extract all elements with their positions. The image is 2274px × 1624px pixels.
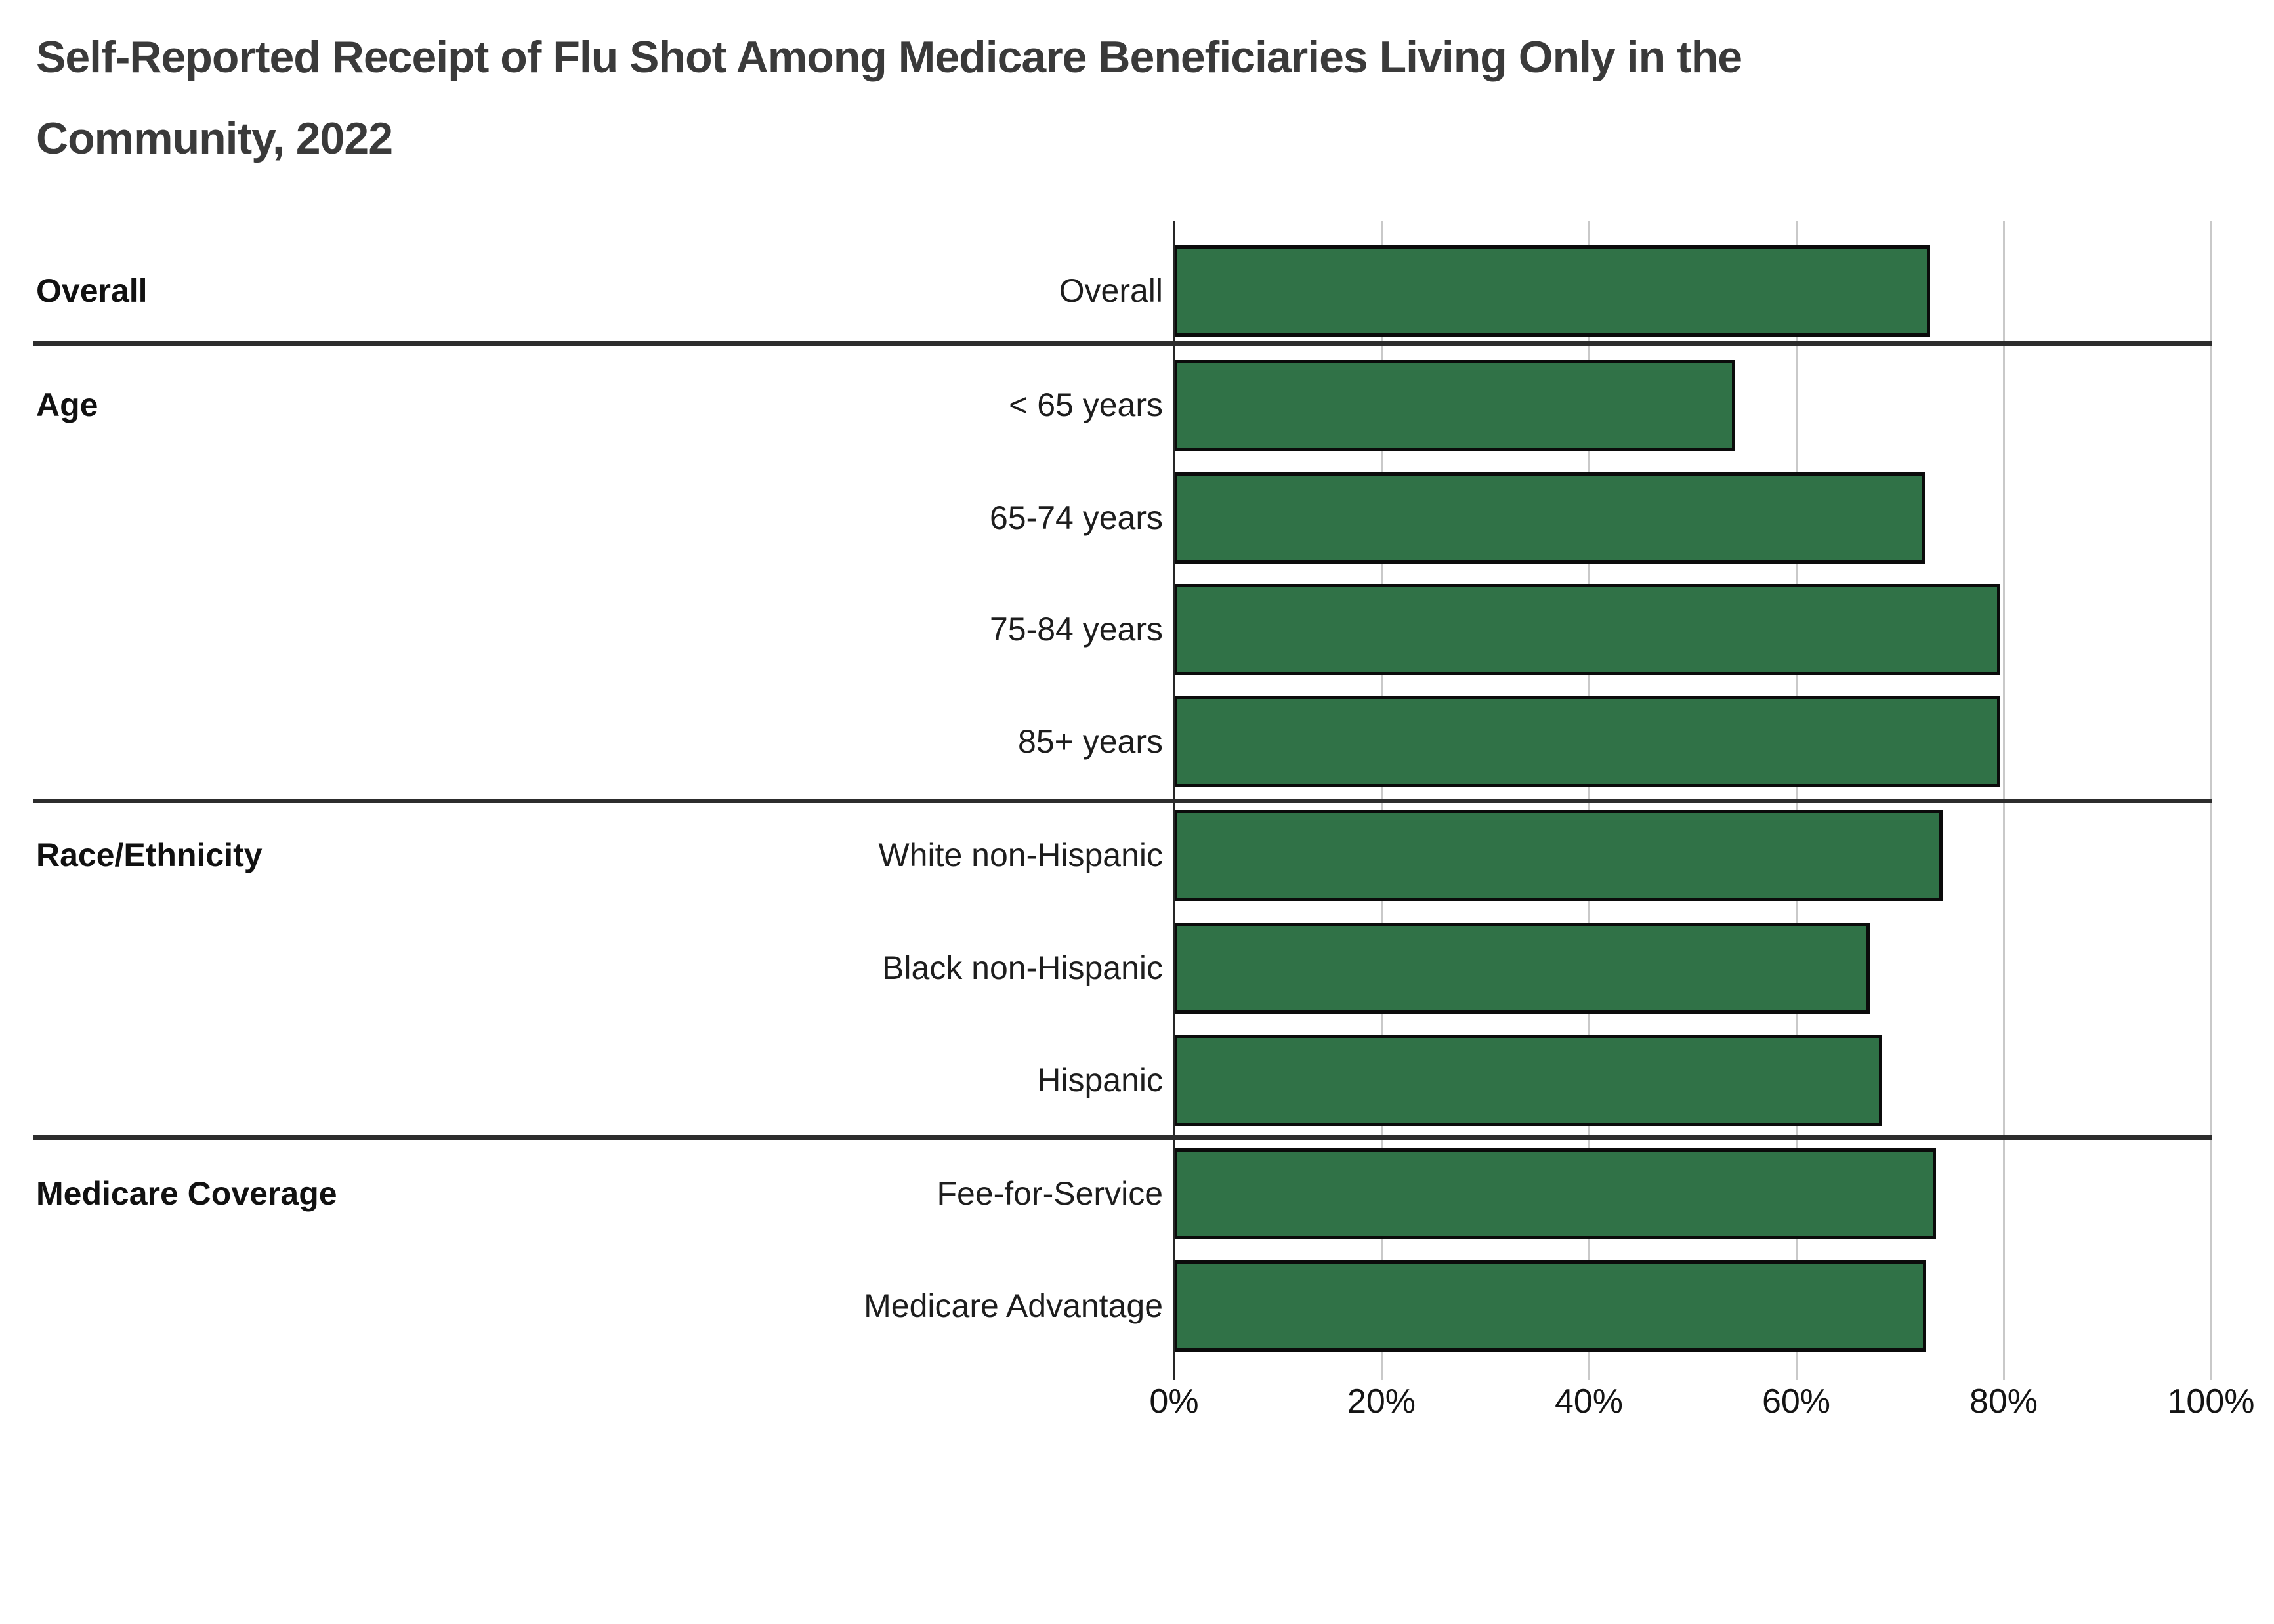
row-label: White non-Hispanic: [878, 837, 1163, 873]
row-label: 75-84 years: [989, 611, 1163, 648]
chart-title-line-1: Self-Reported Receipt of Flu Shot Among …: [36, 32, 1742, 82]
row-label: < 65 years: [1009, 386, 1163, 423]
row-label: 65-74 years: [989, 499, 1163, 536]
bar-85-years: [1174, 696, 2001, 787]
bar-black-non-hispanic: [1174, 922, 1870, 1014]
x-tick-label: 100%: [2167, 1383, 2255, 1421]
section-divider: [33, 798, 2212, 803]
x-tick-label: 0%: [1149, 1383, 1199, 1421]
chart-title-line-2: Community, 2022: [36, 114, 393, 163]
row-label: Overall: [1059, 272, 1163, 309]
section-label-race-ethnicity: Race/Ethnicity: [36, 837, 263, 873]
section-label-age: Age: [36, 386, 98, 423]
x-tick-label: 20%: [1347, 1383, 1416, 1421]
bar-75-84-years: [1174, 583, 2001, 675]
bar-fee-for-service: [1174, 1148, 1937, 1239]
row-label: Medicare Advantage: [864, 1287, 1163, 1324]
bar-hispanic: [1174, 1034, 1883, 1126]
row-label: Fee-for-Service: [937, 1175, 1163, 1212]
x-tick-label: 80%: [1969, 1383, 2038, 1421]
section-divider: [33, 341, 2212, 346]
x-tick-label: 60%: [1761, 1383, 1831, 1421]
x-tick-label: 40%: [1554, 1383, 1624, 1421]
row-label: Hispanic: [1037, 1062, 1163, 1098]
bar-65-74-years: [1174, 472, 1925, 564]
section-divider: [33, 1135, 2212, 1140]
bar-medicare-advantage: [1174, 1260, 1926, 1352]
bar-white-non-hispanic: [1174, 809, 1943, 901]
bar-overall: [1174, 245, 1930, 337]
section-label-overall: Overall: [36, 272, 148, 309]
bar--65-years: [1174, 359, 1735, 451]
section-label-medicare-coverage: Medicare Coverage: [36, 1175, 337, 1212]
row-label: Black non-Hispanic: [882, 949, 1163, 986]
row-label: 85+ years: [1018, 723, 1163, 760]
